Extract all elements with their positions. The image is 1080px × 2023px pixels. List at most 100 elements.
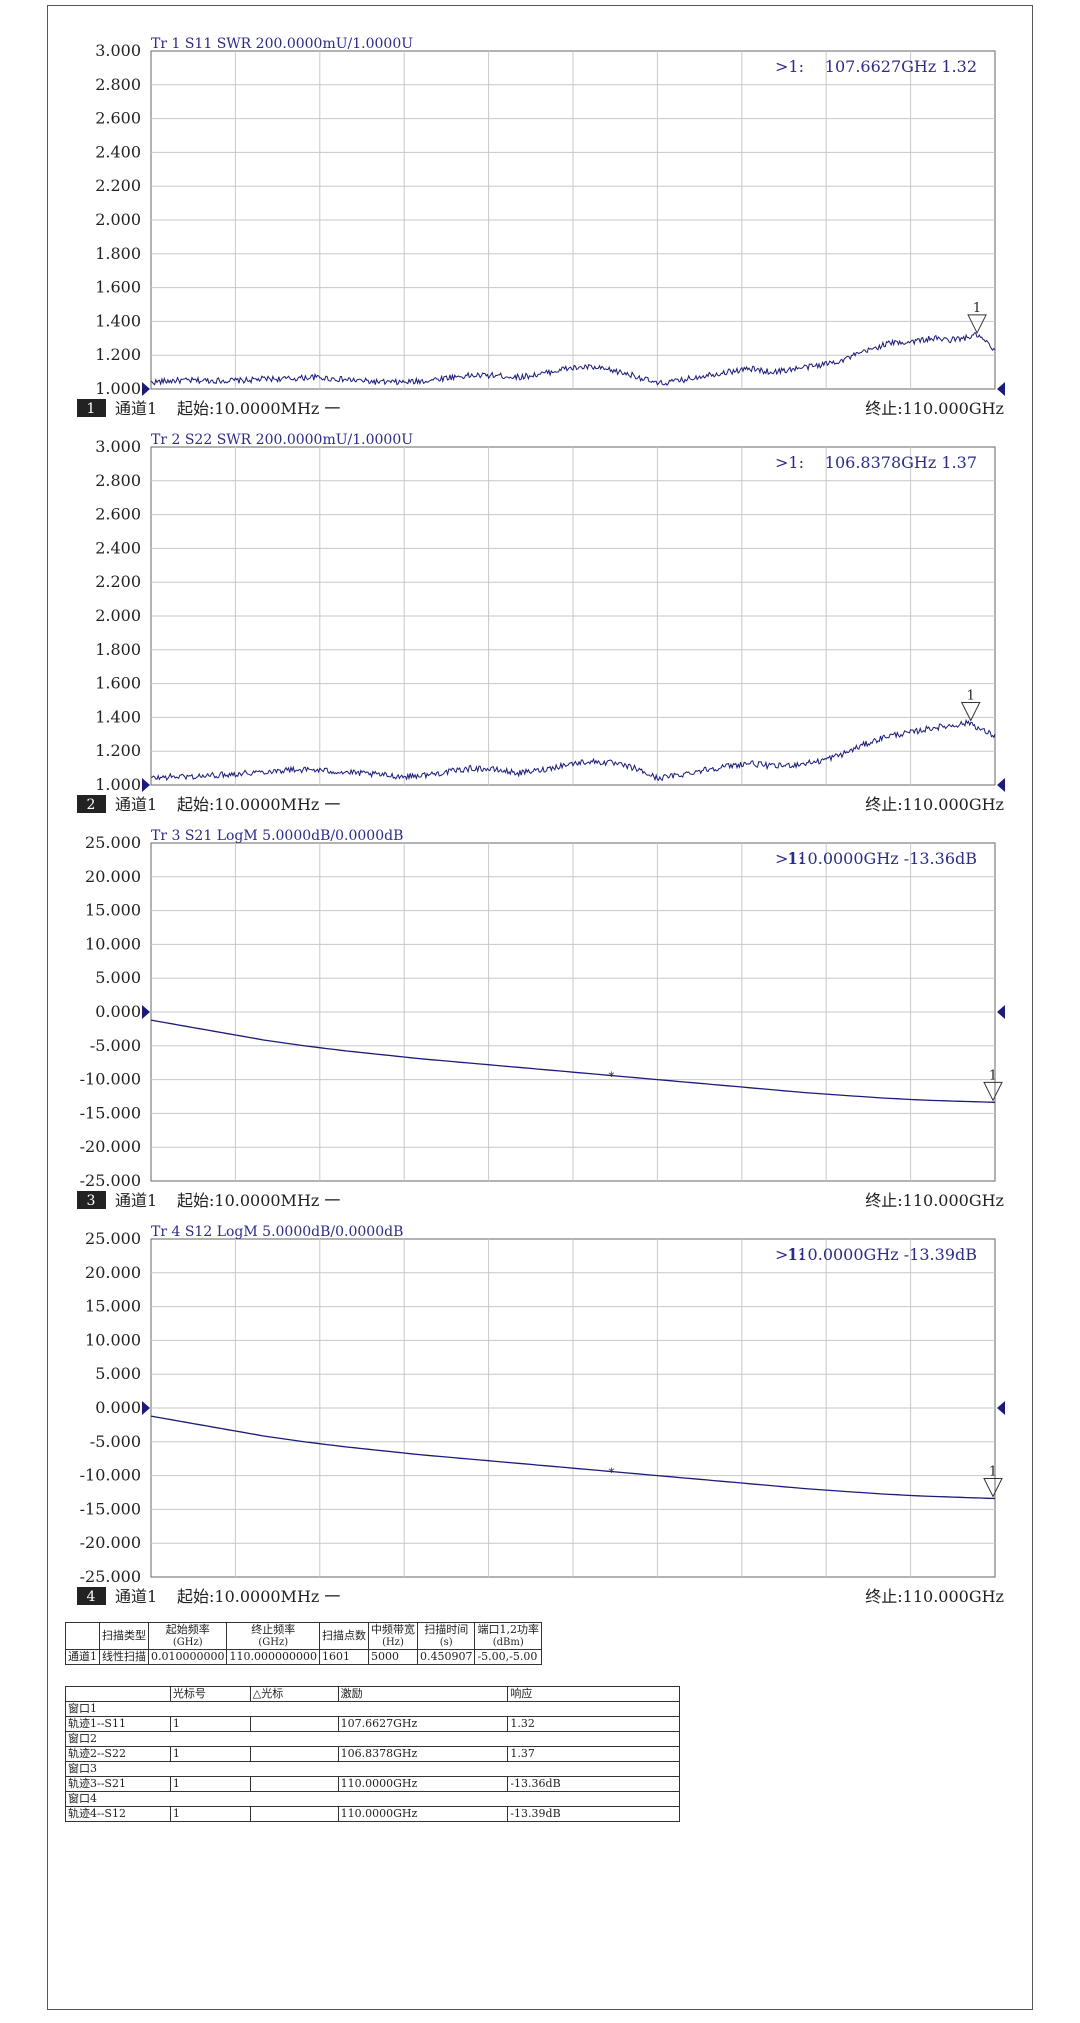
footer-channel: 通道1: [115, 795, 157, 814]
marker-number: 1: [169, 1776, 251, 1792]
y-tick-label: 1.800: [95, 640, 141, 659]
y-tick-label: 1.000: [95, 775, 141, 794]
sweep-header-row: 扫描类型 起始频率 (GHz) 终止频率 (GHz) 扫描点数 中频带宽 (Hz) 扫…: [65, 1622, 542, 1650]
y-tick-label: 10.000: [85, 934, 141, 953]
y-tick-label: 2.400: [95, 538, 141, 557]
delta-marker: [249, 1746, 339, 1762]
marker-readout-prefix: >1:: [775, 849, 804, 868]
marker-row: 轨迹4--S12 1 110.0000GHz -13.39dB: [65, 1806, 680, 1822]
chart-panel-4: 25.000 20.000 15.000 10.000 5.000 0.000 -5.000…: [77, 1224, 1005, 1606]
channel-index-badge: [77, 399, 106, 417]
sweep-value-cell: -5.00,-5.00: [474, 1649, 542, 1665]
marker-triangle: [983, 1081, 1003, 1102]
delta-marker: [249, 1716, 339, 1732]
y-tick-label: 1.400: [95, 311, 141, 330]
window-row: 窗口1: [65, 1701, 680, 1717]
reference-arrow-right: [997, 382, 1005, 396]
channel-index-badge: [77, 795, 106, 813]
y-tick-label: 20.000: [85, 867, 141, 886]
marker-row: 轨迹2--S22 1 106.8378GHz 1.37: [65, 1746, 680, 1762]
y-tick-label: 10.000: [85, 1330, 141, 1349]
trace-line: [151, 718, 996, 782]
trace-name: 轨迹4--S12: [65, 1806, 171, 1822]
response-value: -13.39dB: [507, 1806, 680, 1822]
y-tick-label: 25.000: [85, 1229, 141, 1248]
sweep-value-cell: 1601: [318, 1649, 369, 1665]
y-tick-label: 3.000: [95, 41, 141, 60]
sweep-value-cell: 通道1: [65, 1649, 100, 1665]
chart-panel-3: 25.000 20.000 15.000 10.000 5.000 0.000 -5.000…: [77, 828, 1005, 1210]
channel-index-number: 4: [87, 1589, 96, 1605]
sweep-header-cell: 扫描类型: [99, 1622, 149, 1650]
y-tick-label: 2.600: [95, 109, 141, 128]
marker-readout-prefix: >1:: [775, 453, 804, 472]
sweep-header-cell: [65, 1622, 100, 1650]
sweep-header-cell: 端口1,2功率 (dBm): [474, 1622, 542, 1650]
marker-row: 轨迹3--S21 1 110.0000GHz -13.36dB: [65, 1776, 680, 1792]
stimulus-value: 110.0000GHz: [337, 1806, 509, 1822]
marker-triangle: [983, 1478, 1003, 1498]
marker-label: 1: [967, 688, 975, 703]
y-tick-label: -15.000: [80, 1499, 141, 1518]
reference-arrow-left: [142, 382, 150, 396]
y-tick-label: 20.000: [85, 1263, 141, 1282]
trace-title: Tr 4 S12 LogM 5.0000dB/0.0000dB: [151, 1224, 403, 1240]
charts-area: 3.000 2.800 2.600 2.400 2.200 2.000 1.800 1.600…: [77, 36, 1005, 1606]
y-tick-label: -5.000: [90, 1036, 141, 1055]
trace-name: 轨迹2--S22: [65, 1746, 171, 1762]
sweep-settings-table: 扫描类型 起始频率 (GHz) 终止频率 (GHz) 扫描点数 中频带宽 (Hz) 扫…: [65, 1622, 542, 1665]
marker-label: 1: [989, 1465, 997, 1480]
y-tick-label: 2.800: [95, 471, 141, 490]
y-tick-label: 2.200: [95, 572, 141, 591]
footer-channel: 通道1: [115, 399, 157, 418]
chart-panel-1: 3.000 2.800 2.600 2.400 2.200 2.000 1.800 1.600…: [77, 36, 1005, 418]
y-tick-label: -5.000: [90, 1432, 141, 1451]
marker-header-cell: 响应: [507, 1686, 680, 1702]
y-tick-label: 1.400: [95, 707, 141, 726]
footer-start-frequency: 起始:10.0000MHz 一: [177, 1587, 340, 1606]
reference-arrow-right: [997, 1005, 1005, 1019]
y-tick-label: 1.200: [95, 345, 141, 364]
footer-start-frequency: 起始:10.0000MHz 一: [177, 399, 340, 418]
delta-marker: [249, 1776, 339, 1792]
marker-readout-value: 110.0000GHz -13.36dB: [787, 849, 977, 868]
trace-line: [150, 332, 996, 387]
y-tick-label: 2.800: [95, 75, 141, 94]
y-tick-label: 2.000: [95, 606, 141, 625]
sweep-value-cell: 0.450907: [416, 1649, 476, 1665]
footer-start-frequency: 起始:10.0000MHz 一: [177, 795, 340, 814]
window-label: 窗口3: [65, 1761, 680, 1777]
y-tick-label: 2.400: [95, 142, 141, 161]
marker-readout-value: 110.0000GHz -13.39dB: [787, 1245, 977, 1264]
marker-label: 1: [973, 301, 981, 316]
trace-point-marker: *: [608, 1466, 614, 1480]
marker-number: 1: [169, 1716, 251, 1732]
sweep-value-cell: 110.000000000: [226, 1649, 320, 1665]
reference-arrow-right: [997, 1401, 1005, 1415]
trace-name: 轨迹3--S21: [65, 1776, 171, 1792]
footer-stop-frequency: 终止:110.000GHz: [865, 1587, 1004, 1606]
marker-header-cell: 激励: [337, 1686, 509, 1702]
sweep-header-cell: 扫描点数: [318, 1622, 369, 1650]
window-label: 窗口4: [65, 1791, 680, 1807]
y-tick-label: 1.800: [95, 244, 141, 263]
trace-title: Tr 1 S11 SWR 200.0000mU/1.0000U: [151, 36, 413, 52]
y-tick-label: 2.600: [95, 505, 141, 524]
y-tick-label: 5.000: [95, 1364, 141, 1383]
marker-label: 1: [989, 1068, 997, 1083]
marker-row: 轨迹1--S11 1 107.6627GHz 1.32: [65, 1716, 680, 1732]
channel-index-number: 1: [87, 401, 96, 417]
trace-line: [150, 1415, 996, 1500]
sweep-value-cell: 线性扫描: [99, 1649, 149, 1665]
footer-start-frequency: 起始:10.0000MHz 一: [177, 1191, 340, 1210]
window-label: 窗口2: [65, 1731, 680, 1747]
window-row: 窗口4: [65, 1791, 680, 1807]
channel-index-number: 3: [87, 1193, 96, 1209]
y-tick-label: -10.000: [80, 1466, 141, 1485]
window-row: 窗口2: [65, 1731, 680, 1747]
trace-line: [150, 1019, 996, 1103]
y-tick-label: 5.000: [95, 968, 141, 987]
chart-panel-2: 3.000 2.800 2.600 2.400 2.200 2.000 1.800 1.600…: [77, 432, 1005, 814]
y-tick-label: -25.000: [80, 1171, 141, 1190]
marker-table: 光标号 △光标 激励 响应 窗口1 轨迹1--S11 1 107.6627GHz…: [65, 1686, 680, 1822]
